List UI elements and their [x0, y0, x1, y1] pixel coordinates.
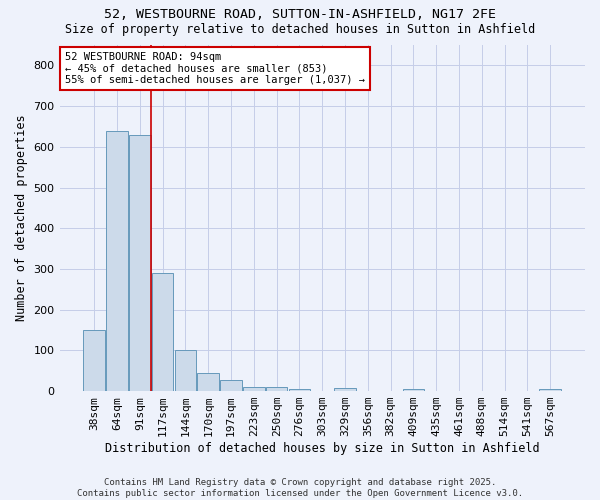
Bar — [539, 388, 561, 391]
Text: 52 WESTBOURNE ROAD: 94sqm
← 45% of detached houses are smaller (853)
55% of semi: 52 WESTBOURNE ROAD: 94sqm ← 45% of detac… — [65, 52, 365, 85]
X-axis label: Distribution of detached houses by size in Sutton in Ashfield: Distribution of detached houses by size … — [105, 442, 539, 455]
Y-axis label: Number of detached properties: Number of detached properties — [15, 114, 28, 322]
Bar — [106, 130, 128, 391]
Bar — [334, 388, 356, 391]
Text: Size of property relative to detached houses in Sutton in Ashfield: Size of property relative to detached ho… — [65, 22, 535, 36]
Bar — [152, 273, 173, 391]
Bar — [220, 380, 242, 391]
Text: 52, WESTBOURNE ROAD, SUTTON-IN-ASHFIELD, NG17 2FE: 52, WESTBOURNE ROAD, SUTTON-IN-ASHFIELD,… — [104, 8, 496, 20]
Bar — [83, 330, 105, 391]
Bar — [289, 388, 310, 391]
Bar — [403, 389, 424, 391]
Text: Contains HM Land Registry data © Crown copyright and database right 2025.
Contai: Contains HM Land Registry data © Crown c… — [77, 478, 523, 498]
Bar — [175, 350, 196, 391]
Bar — [197, 373, 219, 391]
Bar — [243, 387, 265, 391]
Bar — [129, 134, 151, 391]
Bar — [266, 387, 287, 391]
